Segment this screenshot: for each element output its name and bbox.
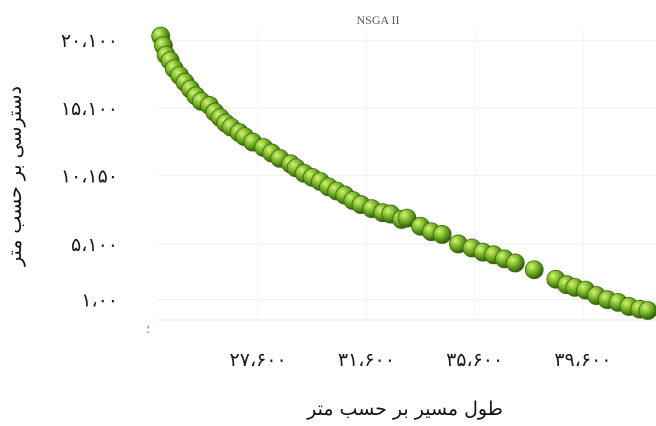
x-tick-label-3: ۳۹،۶۰۰ (554, 349, 611, 371)
x-tick-label-2: ۳۵،۶۰۰ (446, 349, 503, 371)
y-tick-label-4: ۲۰،۱۰۰ (61, 30, 118, 52)
data-points (151, 26, 656, 320)
y-tick-label-1: ۵،۱۰۰ (71, 234, 118, 256)
data-point-45 (524, 260, 544, 280)
chart-title: NSGA II (356, 13, 399, 27)
plot-area (158, 28, 656, 320)
data-point-55 (638, 301, 656, 320)
y-tick-label-2: ۱۰،۱۵۰ (61, 165, 118, 187)
y-axis-title: دسترسی بر حسب متر (4, 86, 26, 267)
data-point-44 (505, 253, 525, 273)
y-tick-label-3: ۱۵،۱۰۰ (61, 98, 118, 120)
x-tick-label-1: ۳۱،۶۰۰ (338, 349, 395, 371)
y-tick-labels: ۱،۰۰ ۵،۱۰۰ ۱۰،۱۵۰ ۱۵،۱۰۰ ۲۰،۱۰۰ (61, 30, 118, 311)
x-tick-label-0: ۲۷،۶۰۰ (230, 349, 287, 371)
data-point-38 (432, 225, 452, 244)
y-tick-label-0: ۱،۰۰ (81, 290, 118, 312)
stray-mark: ؛ (146, 322, 150, 336)
x-axis-title: طول مسیر بر حسب متر (306, 398, 503, 420)
x-tick-labels: ۲۷،۶۰۰ ۳۱،۶۰۰ ۳۵،۶۰۰ ۳۹،۶۰۰ (230, 349, 612, 371)
gridlines (158, 28, 656, 320)
